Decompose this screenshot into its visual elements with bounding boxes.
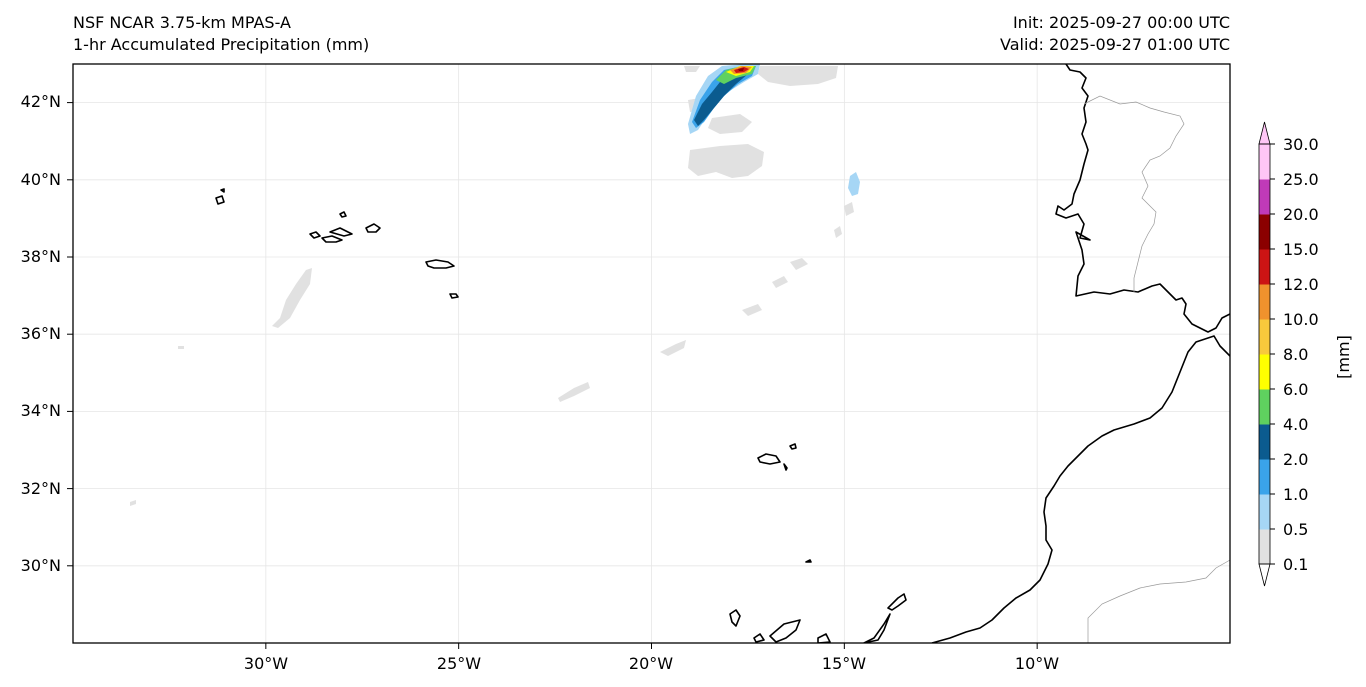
colorbar-segment bbox=[1259, 249, 1270, 285]
title-left: NSF NCAR 3.75-km MPAS-A 1-hr Accumulated… bbox=[73, 12, 369, 56]
lon-label-20w: 20°W bbox=[629, 654, 673, 673]
colorbar-tick-label: 6.0 bbox=[1283, 380, 1308, 399]
canary-lanzarote bbox=[887, 593, 907, 611]
azores-terceira bbox=[365, 223, 381, 233]
lon-label-10w: 10°W bbox=[1015, 654, 1059, 673]
colorbar-segment bbox=[1259, 179, 1270, 215]
colorbar: 0.1 0.5 1.0 2.0 4.0 6.0 8.0 10.0 12.0 15.0 20.0 25.… bbox=[1258, 121, 1319, 587]
colorbar-segment bbox=[1259, 354, 1270, 390]
canary-la-palma bbox=[729, 609, 741, 627]
canary-fuerteventura bbox=[863, 613, 891, 643]
colorbar-segment bbox=[1259, 144, 1270, 180]
map-frame bbox=[72, 63, 1231, 644]
azores-sao-jorge bbox=[329, 227, 353, 237]
colorbar-tick-label: 15.0 bbox=[1283, 240, 1319, 259]
colorbar-tick-label: 12.0 bbox=[1283, 275, 1319, 294]
lon-label-15w: 15°W bbox=[822, 654, 866, 673]
colorbar-segment bbox=[1259, 319, 1270, 355]
precip-field bbox=[130, 64, 860, 506]
colorbar-segment bbox=[1259, 459, 1270, 495]
precip-15-areas bbox=[738, 68, 744, 71]
iberia-coast bbox=[1055, 64, 1230, 333]
colorbar-tick-label: 8.0 bbox=[1283, 345, 1308, 364]
latitude-labels: 42°N 40°N 38°N 36°N 34°N 32°N 30°N bbox=[21, 92, 61, 575]
colorbar-tick-label: 25.0 bbox=[1283, 170, 1319, 189]
field-title: 1-hr Accumulated Precipitation (mm) bbox=[73, 35, 370, 54]
colorbar-tick-label: 10.0 bbox=[1283, 310, 1319, 329]
lat-label-32: 32°N bbox=[21, 479, 61, 498]
azores-sao-miguel bbox=[425, 259, 455, 269]
longitude-labels: 30°W 25°W 20°W 15°W 10°W bbox=[244, 654, 1059, 673]
lon-label-30w: 30°W bbox=[244, 654, 288, 673]
azores-graciosa bbox=[339, 211, 347, 218]
azores-santa-maria bbox=[449, 293, 459, 299]
colorbar-extend-min bbox=[1258, 563, 1271, 587]
colorbar-tick-label: 30.0 bbox=[1283, 135, 1319, 154]
lat-label-42: 42°N bbox=[21, 92, 61, 111]
title-right: Init: 2025-09-27 00:00 UTC Valid: 2025-0… bbox=[1000, 12, 1230, 56]
lat-label-36: 36°N bbox=[21, 324, 61, 343]
precip-2-areas bbox=[694, 70, 748, 126]
lat-label-38: 38°N bbox=[21, 247, 61, 266]
morocco-coast bbox=[931, 335, 1230, 643]
colorbar-segment bbox=[1259, 494, 1270, 530]
graticule bbox=[67, 64, 1230, 649]
init-time: Init: 2025-09-27 00:00 UTC bbox=[1012, 13, 1230, 32]
lon-label-25w: 25°W bbox=[437, 654, 481, 673]
canary-tenerife bbox=[769, 619, 801, 643]
colorbar-segment bbox=[1259, 214, 1270, 250]
azores-corvo bbox=[220, 188, 225, 193]
colorbar-segment bbox=[1259, 389, 1270, 425]
colorbar-segment bbox=[1259, 284, 1270, 320]
colorbar-tick-label: 20.0 bbox=[1283, 205, 1319, 224]
coastlines bbox=[215, 64, 1230, 643]
colorbar-extend-max bbox=[1258, 121, 1271, 145]
morocco-sahara-border bbox=[1087, 559, 1230, 643]
selvagens bbox=[805, 559, 812, 563]
valid-time: Valid: 2025-09-27 01:00 UTC bbox=[999, 35, 1230, 54]
colorbar-tick-label: 4.0 bbox=[1283, 415, 1308, 434]
lat-label-40: 40°N bbox=[21, 170, 61, 189]
azores-faial bbox=[309, 231, 321, 239]
colorbar-tick-label: 0.5 bbox=[1283, 520, 1308, 539]
colorbar-tick-label: 0.1 bbox=[1283, 555, 1308, 574]
colorbar-tick-label: 1.0 bbox=[1283, 485, 1308, 504]
lat-label-34: 34°N bbox=[21, 401, 61, 420]
desertas bbox=[783, 463, 788, 471]
porto-santo bbox=[789, 443, 797, 450]
colorbar-segment bbox=[1259, 424, 1270, 460]
azores-flores bbox=[215, 195, 225, 205]
canary-gran-canaria bbox=[817, 633, 831, 643]
colorbar-segment bbox=[1259, 529, 1270, 565]
lat-label-30: 30°N bbox=[21, 556, 61, 575]
azores-pico bbox=[321, 235, 343, 243]
colorbar-unit-label: [mm] bbox=[1334, 335, 1353, 379]
canary-la-gomera bbox=[753, 633, 765, 643]
madeira-island bbox=[757, 453, 781, 465]
colorbar-tick-label: 2.0 bbox=[1283, 450, 1308, 469]
borders bbox=[1083, 95, 1230, 643]
model-title: NSF NCAR 3.75-km MPAS-A bbox=[73, 13, 291, 32]
portugal-spain-border bbox=[1083, 95, 1185, 292]
